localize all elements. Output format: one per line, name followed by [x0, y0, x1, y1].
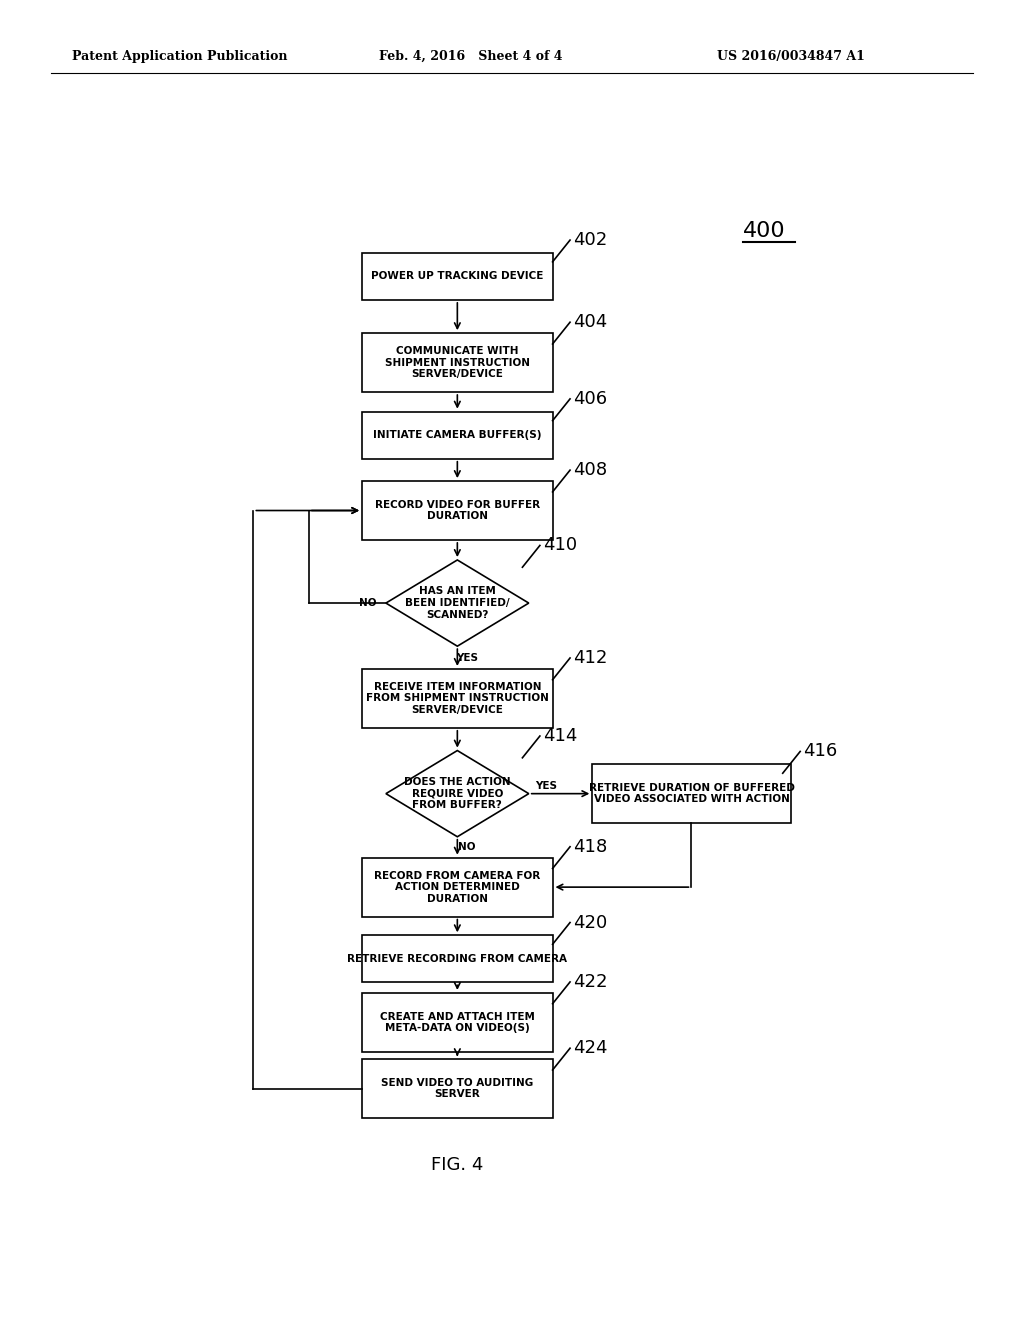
Text: 414: 414: [543, 727, 578, 744]
FancyBboxPatch shape: [362, 480, 553, 540]
Text: 424: 424: [573, 1039, 607, 1057]
Text: RECORD FROM CAMERA FOR
ACTION DETERMINED
DURATION: RECORD FROM CAMERA FOR ACTION DETERMINED…: [374, 870, 541, 904]
Text: CREATE AND ATTACH ITEM
META-DATA ON VIDEO(S): CREATE AND ATTACH ITEM META-DATA ON VIDE…: [380, 1011, 535, 1034]
Text: HAS AN ITEM
BEEN IDENTIFIED/
SCANNED?: HAS AN ITEM BEEN IDENTIFIED/ SCANNED?: [406, 586, 510, 619]
FancyBboxPatch shape: [592, 764, 791, 824]
FancyBboxPatch shape: [362, 936, 553, 982]
FancyBboxPatch shape: [362, 1059, 553, 1118]
Text: 410: 410: [543, 536, 578, 554]
FancyBboxPatch shape: [362, 333, 553, 392]
Text: SEND VIDEO TO AUDITING
SERVER: SEND VIDEO TO AUDITING SERVER: [381, 1078, 534, 1100]
Text: 416: 416: [804, 742, 838, 760]
Text: FIG. 4: FIG. 4: [431, 1156, 483, 1175]
Text: POWER UP TRACKING DEVICE: POWER UP TRACKING DEVICE: [371, 272, 544, 281]
Polygon shape: [386, 751, 528, 837]
Text: YES: YES: [536, 781, 557, 792]
FancyBboxPatch shape: [362, 993, 553, 1052]
Text: 420: 420: [573, 913, 607, 932]
Text: NO: NO: [458, 842, 475, 853]
Text: 422: 422: [573, 973, 607, 991]
Text: 406: 406: [573, 389, 607, 408]
Polygon shape: [386, 560, 528, 647]
Text: RETRIEVE DURATION OF BUFFERED
VIDEO ASSOCIATED WITH ACTION: RETRIEVE DURATION OF BUFFERED VIDEO ASSO…: [589, 783, 795, 804]
Text: DOES THE ACTION
REQUIRE VIDEO
FROM BUFFER?: DOES THE ACTION REQUIRE VIDEO FROM BUFFE…: [404, 777, 511, 810]
Text: Feb. 4, 2016   Sheet 4 of 4: Feb. 4, 2016 Sheet 4 of 4: [379, 50, 562, 63]
FancyBboxPatch shape: [362, 412, 553, 459]
Text: COMMUNICATE WITH
SHIPMENT INSTRUCTION
SERVER/DEVICE: COMMUNICATE WITH SHIPMENT INSTRUCTION SE…: [385, 346, 529, 379]
FancyBboxPatch shape: [362, 858, 553, 916]
Text: 412: 412: [573, 649, 607, 667]
Text: YES: YES: [456, 653, 478, 664]
Text: RETRIEVE RECORDING FROM CAMERA: RETRIEVE RECORDING FROM CAMERA: [347, 954, 567, 964]
Text: 404: 404: [573, 313, 607, 331]
Text: Patent Application Publication: Patent Application Publication: [72, 50, 287, 63]
Text: 402: 402: [573, 231, 607, 249]
Text: 400: 400: [743, 220, 785, 242]
Text: 408: 408: [573, 461, 607, 479]
Text: INITIATE CAMERA BUFFER(S): INITIATE CAMERA BUFFER(S): [373, 430, 542, 440]
Text: RECEIVE ITEM INFORMATION
FROM SHIPMENT INSTRUCTION
SERVER/DEVICE: RECEIVE ITEM INFORMATION FROM SHIPMENT I…: [366, 681, 549, 715]
Text: RECORD VIDEO FOR BUFFER
DURATION: RECORD VIDEO FOR BUFFER DURATION: [375, 500, 540, 521]
FancyBboxPatch shape: [362, 669, 553, 727]
Text: NO: NO: [358, 598, 377, 609]
FancyBboxPatch shape: [362, 253, 553, 300]
Text: US 2016/0034847 A1: US 2016/0034847 A1: [717, 50, 864, 63]
Text: 418: 418: [573, 838, 607, 855]
